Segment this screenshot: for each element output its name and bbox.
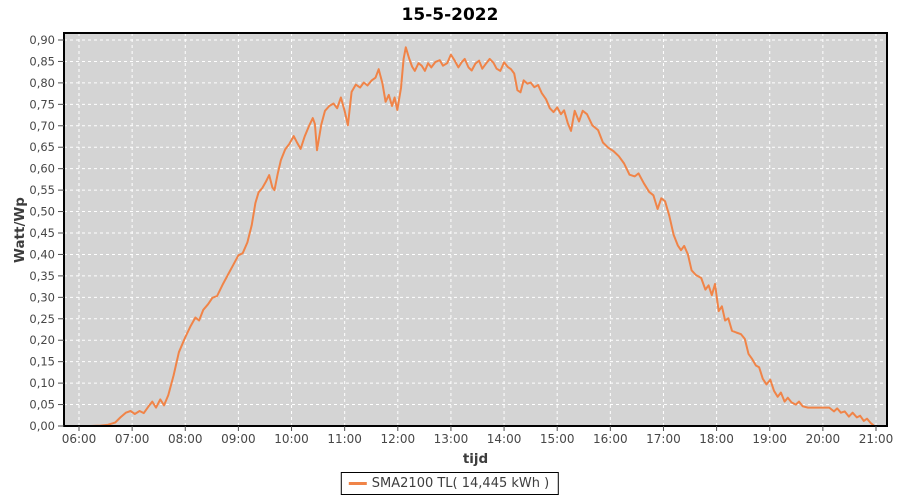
y-tick-label: 0,65 [29, 140, 55, 154]
y-tick-label: 0,35 [29, 269, 55, 283]
y-tick-label: 0,10 [29, 376, 55, 390]
y-tick-label: 0,15 [29, 355, 55, 369]
plot-area [64, 33, 887, 426]
y-tick-label: 0,30 [29, 290, 55, 304]
x-tick-label: 06:00 [62, 432, 97, 446]
y-tick-label: 0,75 [29, 97, 55, 111]
y-axis-title: Watt/Wp [12, 197, 28, 263]
x-tick-label: 19:00 [752, 432, 787, 446]
series-line [80, 46, 875, 427]
x-tick-label: 09:00 [221, 432, 256, 446]
x-tick-label: 11:00 [327, 432, 362, 446]
y-tick-label: 0,60 [29, 162, 55, 176]
plot-border [63, 32, 888, 427]
y-tick-label: 0,70 [29, 119, 55, 133]
x-tick-label: 20:00 [806, 432, 841, 446]
y-tick-label: 0,00 [29, 419, 55, 433]
legend-line-swatch [348, 482, 367, 485]
y-tick-label: 0,80 [29, 76, 55, 90]
x-tick-label: 13:00 [434, 432, 469, 446]
y-tick-label: 0,55 [29, 183, 55, 197]
x-tick-label: 18:00 [699, 432, 734, 446]
x-tick-label: 21:00 [859, 432, 894, 446]
y-tick-label: 0,90 [29, 33, 55, 47]
y-tick-label: 0,40 [29, 247, 55, 261]
x-tick-label: 16:00 [593, 432, 628, 446]
y-tick-label: 0,25 [29, 312, 55, 326]
y-tick-label: 0,50 [29, 205, 55, 219]
y-tick-label: 0,20 [29, 333, 55, 347]
x-tick-label: 17:00 [646, 432, 681, 446]
x-tick-label: 14:00 [487, 432, 522, 446]
x-axis-title: tijd [462, 451, 489, 467]
x-tick-label: 15:00 [540, 432, 575, 446]
x-tick-label: 08:00 [168, 432, 203, 446]
x-tick-label: 10:00 [274, 432, 309, 446]
y-tick-label: 0,45 [29, 226, 55, 240]
x-tick-label: 12:00 [381, 432, 416, 446]
y-tick-label: 0,05 [29, 398, 55, 412]
chart-title: 15-5-2022 [401, 5, 499, 25]
legend: SMA2100 TL( 14,445 kWh ) [340, 472, 560, 495]
x-tick-label: 07:00 [115, 432, 150, 446]
legend-label: SMA2100 TL( 14,445 kWh ) [371, 476, 550, 491]
y-tick-label: 0,85 [29, 54, 55, 68]
